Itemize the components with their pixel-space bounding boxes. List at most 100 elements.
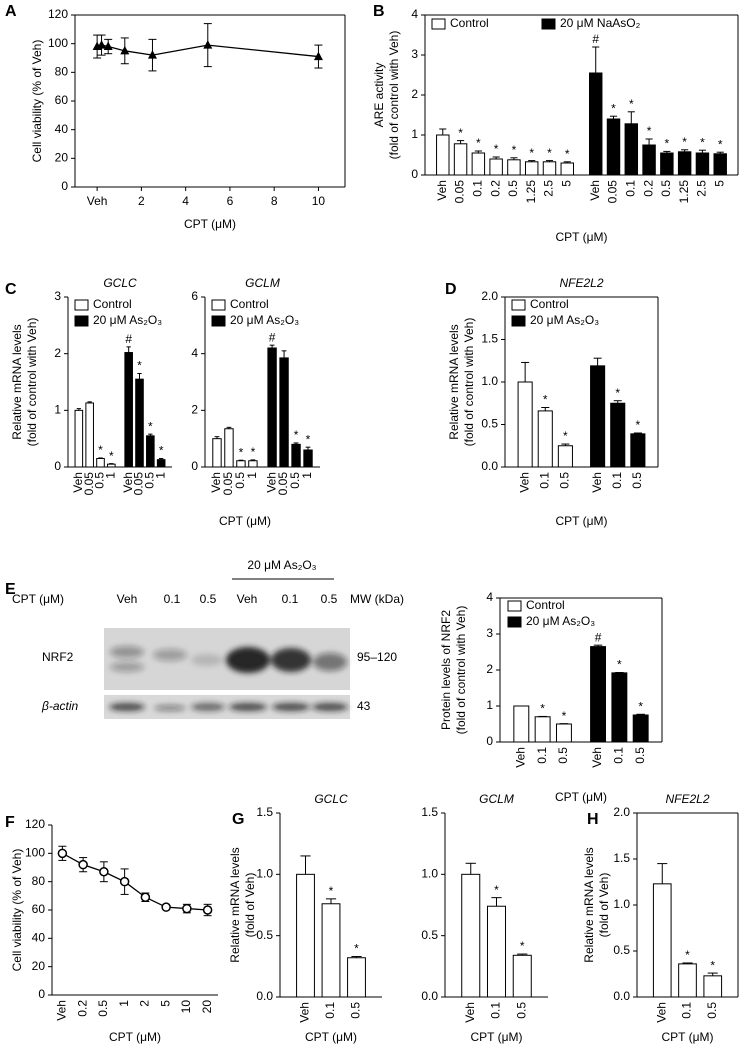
x-tick-label: 0.5: [556, 747, 570, 764]
legend-label: 20 μM As₂O₃: [526, 614, 595, 628]
x-tick-label: Veh: [55, 1000, 69, 1021]
significance-marker: *: [159, 444, 164, 458]
western-blot: E 20 μM As₂O₃ CPT (μM) Veh 0.1 0.5 Veh 0…: [5, 558, 404, 719]
y-axis-label: (fold of control with Veh): [25, 318, 39, 447]
blot-band: [313, 653, 347, 671]
significance-marker: *: [611, 101, 616, 115]
x-tick-label: 0.1: [610, 472, 624, 489]
y-tick-label: 3: [411, 47, 418, 61]
significance-marker: *: [239, 445, 244, 459]
point: [161, 902, 171, 912]
x-tick-label: 0.1: [537, 472, 551, 489]
x-tick-label: 0.5: [233, 472, 247, 489]
significance-marker: *: [354, 942, 359, 956]
bar: [135, 378, 144, 468]
bar: [630, 433, 646, 468]
bar: [555, 723, 572, 743]
y-tick-label: 80: [32, 874, 46, 888]
y-axis-label: Relative mRNA levels: [10, 324, 24, 439]
x-tick-label: 0.5: [633, 747, 647, 764]
y-axis-label: (fold of control with Veh): [454, 606, 468, 735]
y-tick-label: 4: [486, 590, 493, 604]
x-tick-label: 0.5: [506, 180, 520, 197]
bar: [606, 118, 621, 176]
bar: [610, 402, 626, 468]
y-axis-label: ARE activity: [372, 63, 386, 128]
y-tick-label: 3: [54, 289, 61, 303]
bar: [489, 158, 503, 176]
x-tick-label: 1: [245, 472, 259, 479]
chart-title: GCLM: [245, 276, 280, 290]
blot-bands: [109, 646, 348, 711]
x-axis-label: CPT (μM): [555, 514, 607, 528]
significance-marker: #: [595, 630, 602, 644]
x-tick-label: 5: [712, 180, 726, 187]
y-tick-label: 2: [411, 87, 418, 101]
significance-marker: *: [700, 135, 705, 149]
y-tick-label: 60: [55, 93, 69, 107]
x-tick-label: 2: [138, 194, 145, 208]
band-name: β-actin: [41, 699, 79, 713]
point: [313, 51, 323, 61]
x-tick-label: 1: [153, 472, 167, 479]
x-tick-label: 0.5: [349, 1002, 363, 1019]
x-tick-label: 0.05: [132, 472, 146, 496]
significance-marker: *: [148, 419, 153, 433]
panel-letter: E: [5, 581, 16, 598]
x-tick-label: Veh: [463, 1002, 477, 1023]
x-tick-label: 1: [117, 1000, 131, 1007]
bar: [291, 443, 301, 468]
x-axis-label: CPT (μM): [661, 1030, 713, 1044]
significance-marker: *: [494, 883, 499, 897]
y-axis-label: (fold of control with Veh): [462, 318, 476, 447]
panel-letter: D: [445, 281, 457, 298]
x-tick-label: Veh: [588, 180, 602, 201]
treatment-label: 20 μM As₂O₃: [247, 558, 316, 572]
y-tick-label: 60: [32, 902, 46, 916]
y-tick-label: 0: [411, 167, 418, 181]
point: [103, 41, 113, 51]
bar: [590, 646, 607, 743]
legend-label: Control: [526, 598, 565, 612]
y-tick-label: 0: [191, 459, 198, 473]
x-tick-label: 0.5: [93, 472, 107, 489]
significance-marker: *: [543, 393, 548, 407]
x-tick-label: 0.1: [680, 1002, 694, 1019]
blot-band: [271, 648, 311, 672]
point: [119, 876, 130, 887]
legend-label: Control: [93, 297, 132, 311]
bar: [624, 123, 639, 176]
bar: [703, 975, 723, 998]
y-tick-label: 20: [55, 151, 69, 165]
x-axis-label: CPT (μM): [555, 790, 607, 804]
x-tick-label: 1: [104, 472, 118, 479]
legend-label: 20 μM As₂O₃: [530, 313, 599, 327]
y-tick-label: 1.5: [613, 851, 630, 865]
x-tick-label: 10: [312, 194, 326, 208]
bar: [453, 143, 468, 176]
panel-letter: G: [232, 811, 244, 828]
x-tick-label: 0.05: [453, 180, 467, 204]
point: [140, 892, 151, 902]
chart-title: GCLM: [479, 792, 514, 806]
y-tick-label: 120: [48, 7, 68, 21]
bar: [513, 705, 530, 743]
y-tick-label: 4: [411, 7, 418, 21]
y-tick-label: 0.5: [256, 928, 273, 942]
x-axis-label: CPT (μM): [555, 230, 607, 244]
bar: [632, 714, 649, 743]
blot-band: [229, 703, 267, 711]
bar: [212, 438, 222, 468]
x-tick-label: 0.05: [82, 472, 96, 496]
significance-marker: *: [547, 146, 552, 160]
blot-band: [110, 662, 144, 672]
y-tick-label: 120: [25, 817, 45, 831]
blot-band: [226, 647, 270, 673]
significance-marker: *: [647, 124, 652, 138]
bar: [524, 161, 539, 176]
y-axis-label: Relative mRNA levels: [228, 847, 242, 962]
y-tick-label: 20: [32, 959, 46, 973]
x-tick-label: 0.5: [630, 472, 644, 489]
significance-marker: *: [329, 884, 334, 898]
y-axis-label: Relative mRNA levels: [447, 324, 461, 439]
